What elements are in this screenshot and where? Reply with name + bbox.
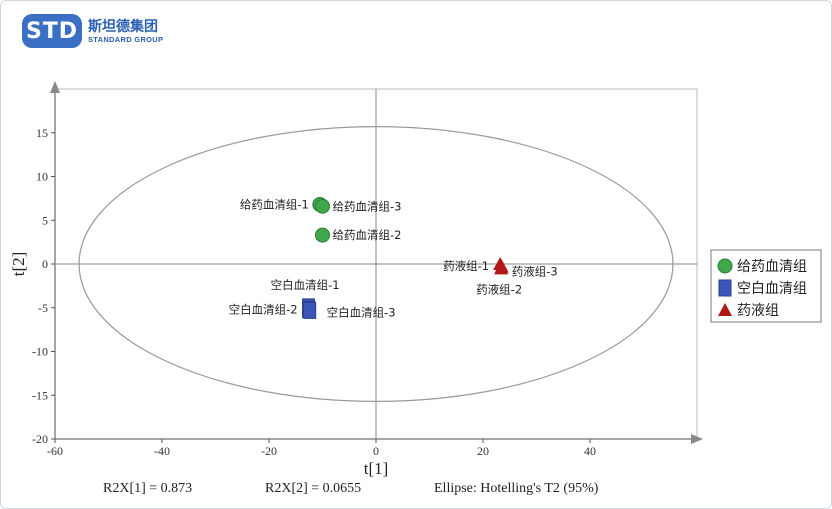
legend-entry-label: 空白血清组: [737, 281, 807, 297]
data-point-label: 药液组-1: [443, 259, 489, 273]
x-tick-label: -60: [47, 444, 63, 458]
legend-marker-square: [718, 279, 732, 297]
x-axis-label: t[1]: [364, 459, 389, 478]
data-point-label: 给药血清组-1: [240, 198, 309, 212]
footer-ellipse-note: Ellipse: Hotelling's T2 (95%): [434, 481, 599, 496]
data-point-label: 空白血清组-1: [271, 278, 340, 292]
x-tick-label: 40: [584, 444, 596, 458]
logo-text: 斯坦德集团 STANDARD GROUP: [88, 19, 163, 44]
data-point-circle: [315, 198, 330, 214]
x-tick-label: 20: [477, 444, 489, 458]
company-logo: STD 斯坦德集团 STANDARD GROUP: [22, 14, 163, 48]
logo-name-en: STANDARD GROUP: [88, 34, 164, 44]
data-point-label: 药液组-3: [512, 265, 558, 279]
x-tick-label: -40: [154, 444, 170, 458]
x-tick-label: -20: [261, 444, 277, 458]
data-point-circle: [315, 227, 330, 243]
hotelling-ellipse: [78, 126, 674, 402]
data-point-label: 给药血清组-2: [333, 228, 402, 242]
y-axis-arrow: [50, 81, 60, 93]
data-point-triangle: [494, 261, 509, 275]
y-tick-label: -15: [32, 388, 48, 402]
footer-r2x1: R2X[1] = 0.873: [103, 481, 193, 496]
data-point-label: 空白血清组-2: [229, 303, 298, 317]
data-point-label: 药液组-2: [476, 282, 522, 296]
data-point-label: 空白血清组-3: [327, 305, 396, 319]
data-point-label: 给药血清组-3: [333, 199, 402, 213]
y-tick-label: 15: [36, 126, 48, 140]
legend-marker-triangle: [718, 303, 732, 316]
plot-area: -60 -40 -20 0 20 40 -20 -15 -10 -5 0 5 10 15 t[1] t[2] 给…: [9, 81, 703, 478]
x-axis-arrow: [691, 434, 703, 444]
x-tick-label: 0: [373, 444, 379, 458]
y-tick-label: 5: [42, 213, 48, 227]
y-tick-label: -5: [38, 301, 48, 315]
footer-r2x2: R2X[2] = 0.0655: [265, 481, 362, 496]
y-tick-label: -10: [32, 345, 48, 359]
y-tick-label: -20: [32, 432, 48, 446]
legend-marker-circle: [717, 258, 733, 274]
data-point-square: [303, 301, 317, 319]
y-axis-label: t[2]: [9, 252, 28, 277]
y-tick-label: 0: [42, 257, 48, 271]
legend-entry-label: 给药血清组: [737, 259, 807, 275]
logo-badge: STD: [22, 14, 82, 48]
legend-entry-label: 药液组: [737, 303, 779, 319]
logo-name-cn: 斯坦德集团: [88, 18, 158, 35]
y-tick-label: 10: [36, 170, 48, 184]
